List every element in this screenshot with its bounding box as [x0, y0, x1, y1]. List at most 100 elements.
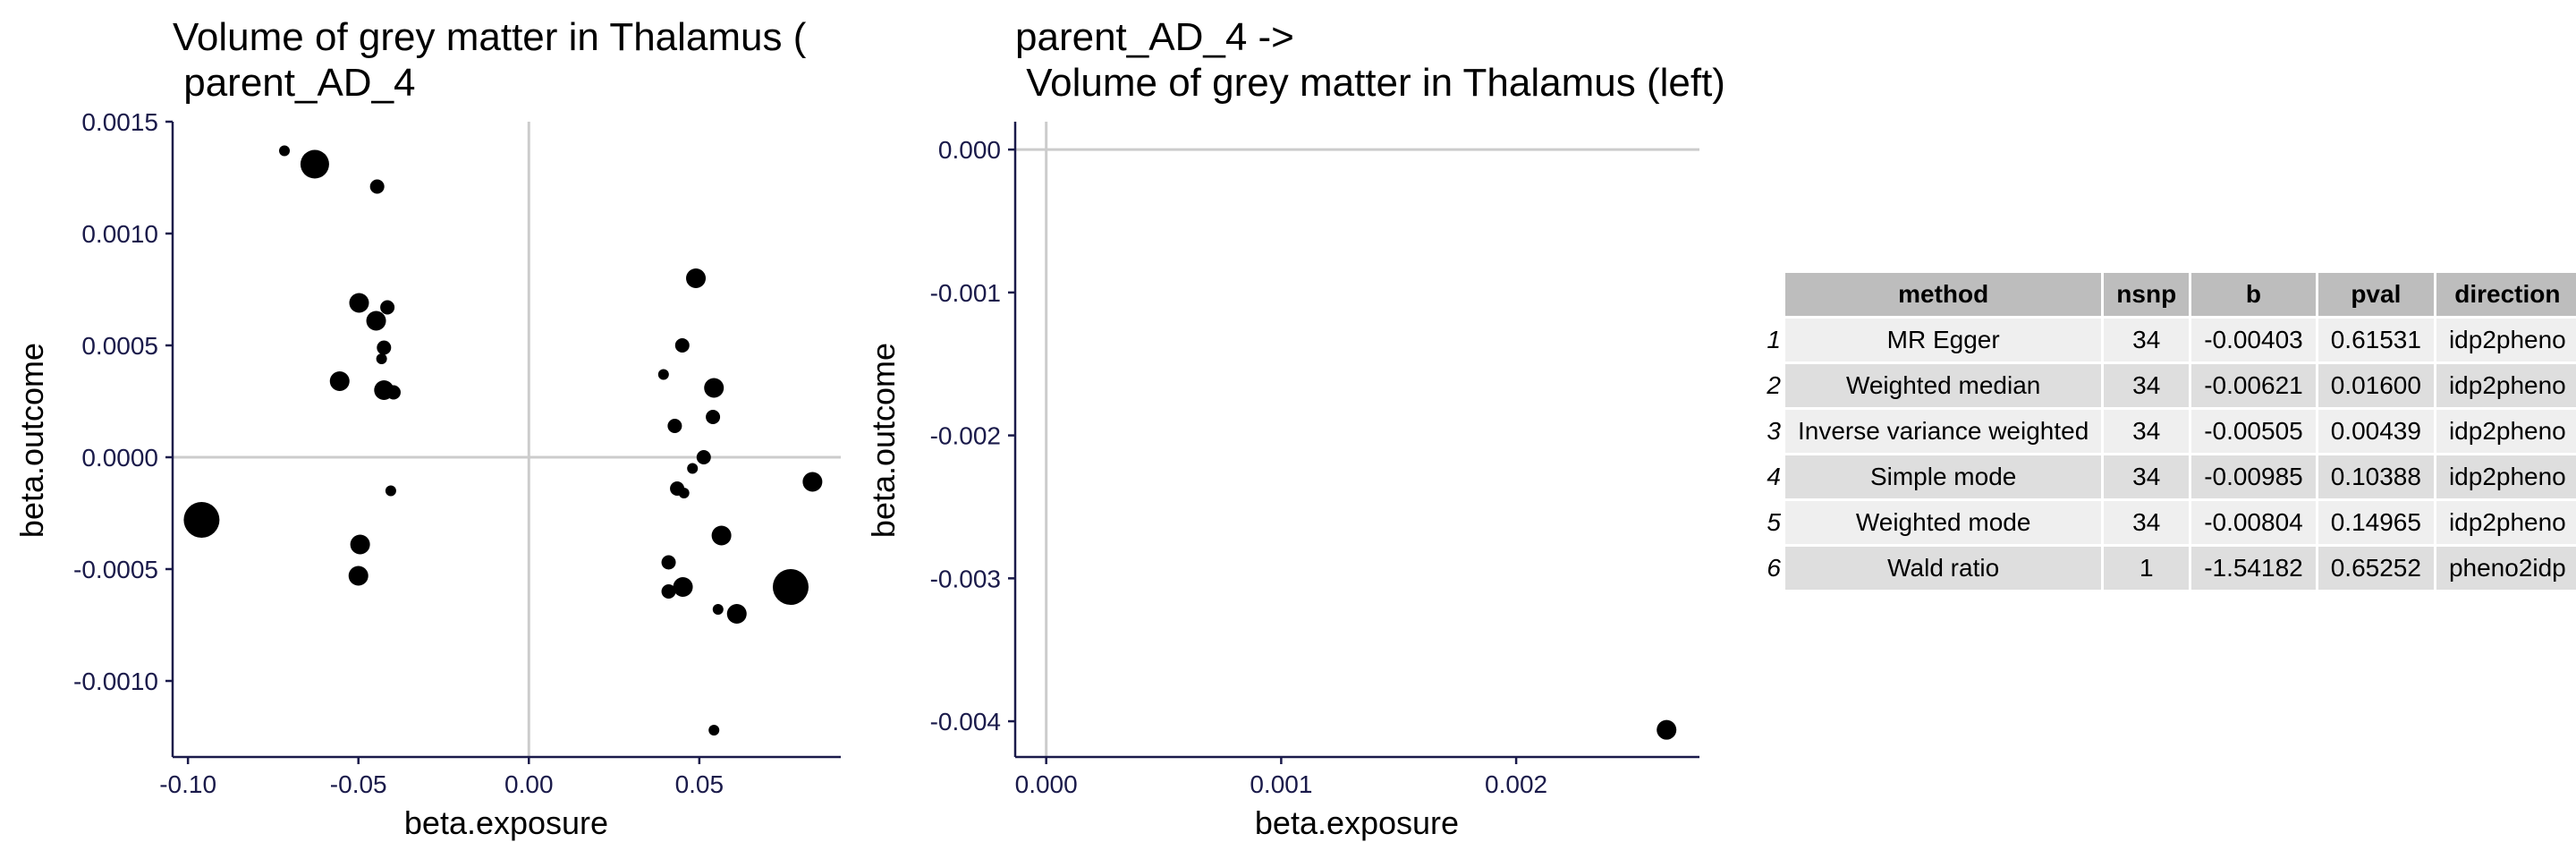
panel2-title-line2: Volume of grey matter in Thalamus (left) [1015, 61, 1725, 105]
cell-b: -1.54182 [2191, 547, 2316, 590]
panel1-data-point [369, 179, 385, 194]
row-index: 5 [1767, 508, 1781, 536]
cell-direction: idp2pheno [2436, 410, 2576, 453]
panel1-data-point [772, 569, 809, 605]
cell-direction: idp2pheno [2436, 364, 2576, 407]
cell-pval: 0.01600 [2318, 364, 2434, 407]
panel1-data-point [661, 584, 676, 599]
panel1-y-tick-label: 0.0005 [81, 332, 158, 360]
cell-method: Weighted mode [1785, 501, 2102, 544]
panel1-data-point [657, 369, 669, 380]
panel1-data-point [349, 293, 369, 313]
row-index: 2 [1767, 371, 1781, 399]
cell-method: MR Egger [1785, 319, 2102, 361]
panel1-data-point [712, 604, 724, 615]
panel2-y-tick-label: -0.003 [930, 565, 1001, 592]
cell-method: Inverse variance weighted [1785, 410, 2102, 453]
cell-b: -0.00403 [2191, 319, 2316, 361]
panel1-data-point [686, 268, 707, 288]
panel2-x-tick-label: 0.001 [1250, 770, 1312, 798]
row-index-header [1758, 273, 1783, 316]
table-header-row: method nsnp b pval direction [1758, 273, 2576, 316]
table-row: 4 Simple mode 34 -0.00985 0.10388 idp2ph… [1758, 455, 2576, 498]
cell-pval: 0.65252 [2318, 547, 2434, 590]
cell-direction: idp2pheno [2436, 455, 2576, 498]
panel2-data-point [1657, 719, 1677, 740]
panel1-y-axis-label: beta.outcome [13, 343, 50, 538]
panel1-y-tick-label: 0.0010 [81, 220, 158, 248]
panel1-y-tick-label: 0.0000 [81, 444, 158, 472]
cell-method: Simple mode [1785, 455, 2102, 498]
panel1-data-point [704, 378, 724, 398]
col-header-nsnp: nsnp [2104, 273, 2190, 316]
panel1-data-point [696, 450, 711, 464]
col-header-b: b [2191, 273, 2316, 316]
panel1-data-point [708, 725, 720, 736]
panel1-data-point [380, 300, 395, 315]
col-header-pval: pval [2318, 273, 2434, 316]
panel1-x-tick-label: 0.05 [675, 770, 724, 798]
cell-direction: idp2pheno [2436, 319, 2576, 361]
panel1-data-point [674, 338, 690, 353]
panel1-data-point [366, 310, 386, 331]
scatter-panel-exposure-idp: Volume of grey matter in Thalamus ( pare… [13, 15, 841, 841]
cell-pval: 0.10388 [2318, 455, 2434, 498]
col-header-method: method [1785, 273, 2102, 316]
panel1-x-tick-label: -0.05 [330, 770, 387, 798]
panel2-y-tick-label: -0.002 [930, 422, 1001, 450]
col-header-direction: direction [2436, 273, 2576, 316]
cell-pval: 0.00439 [2318, 410, 2434, 453]
panel1-data-point [300, 149, 329, 179]
cell-nsnp: 34 [2104, 319, 2190, 361]
table-row: 1 MR Egger 34 -0.00403 0.61531 idp2pheno [1758, 319, 2576, 361]
panel2-y-tick-label: -0.001 [930, 279, 1001, 307]
row-index: 6 [1767, 554, 1781, 582]
cell-nsnp: 34 [2104, 501, 2190, 544]
cell-direction: idp2pheno [2436, 501, 2576, 544]
panel1-data-point [667, 419, 682, 433]
cell-b: -0.00621 [2191, 364, 2316, 407]
panel2-y-tick-label: 0.000 [938, 136, 1001, 164]
panel1-data-point [711, 525, 732, 546]
panel1-data-point [673, 577, 693, 597]
scatter-panel-pheno-idp: parent_AD_4 -> Volume of grey matter in … [865, 15, 1725, 841]
cell-b: -0.00985 [2191, 455, 2316, 498]
panel1-y-tick-label: -0.0010 [73, 668, 158, 695]
panel2-y-tick-label: -0.004 [930, 708, 1001, 736]
cell-method: Weighted median [1785, 364, 2102, 407]
panel1-data-point [350, 534, 370, 555]
cell-method: Wald ratio [1785, 547, 2102, 590]
cell-b: -0.00505 [2191, 410, 2316, 453]
panel1-data-point [706, 410, 721, 424]
cell-nsnp: 34 [2104, 364, 2190, 407]
cell-b: -0.00804 [2191, 501, 2316, 544]
cell-pval: 0.14965 [2318, 501, 2434, 544]
panel1-data-point [385, 485, 396, 497]
panel1-data-point [386, 385, 401, 400]
cell-nsnp: 1 [2104, 547, 2190, 590]
panel1-data-point [726, 604, 747, 624]
panel1-title-line1: Volume of grey matter in Thalamus ( [173, 15, 807, 59]
panel1-data-point [329, 371, 350, 391]
panel1-title-line2: parent_AD_4 [173, 61, 416, 105]
panel2-x-axis-label: beta.exposure [1255, 804, 1459, 841]
panel1-data-point [678, 488, 690, 498]
table-row: 6 Wald ratio 1 -1.54182 0.65252 pheno2id… [1758, 547, 2576, 590]
panel1-data-point [687, 463, 699, 474]
panel1-data-point [279, 145, 291, 157]
panel2-x-tick-label: 0.000 [1015, 770, 1078, 798]
panel1-data-point [802, 472, 823, 492]
cell-nsnp: 34 [2104, 455, 2190, 498]
panel1-y-tick-label: 0.0015 [81, 108, 158, 136]
panel1-x-tick-label: -0.10 [159, 770, 216, 798]
row-index: 1 [1767, 326, 1781, 353]
panel1-data-point [661, 555, 676, 570]
table-row: 3 Inverse variance weighted 34 -0.00505 … [1758, 410, 2576, 453]
panel2-x-tick-label: 0.002 [1485, 770, 1547, 798]
cell-direction: pheno2idp [2436, 547, 2576, 590]
cell-nsnp: 34 [2104, 410, 2190, 453]
panel1-x-axis-label: beta.exposure [404, 804, 608, 841]
panel1-data-point [183, 502, 220, 538]
cell-pval: 0.61531 [2318, 319, 2434, 361]
row-index: 4 [1767, 463, 1781, 490]
